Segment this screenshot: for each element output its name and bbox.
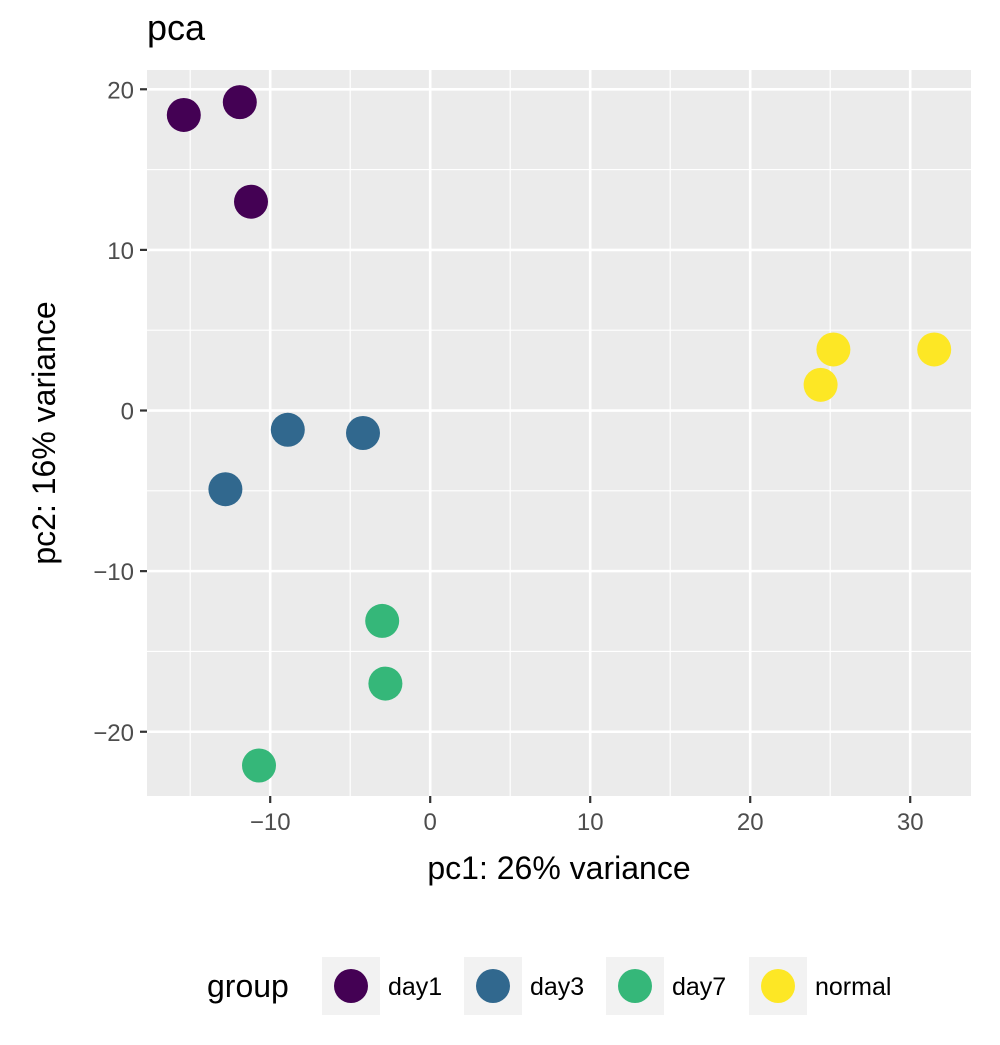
legend-label-normal: normal <box>815 973 891 1001</box>
x-tick-label: 10 <box>577 809 604 836</box>
legend: group day1 day3 day7 normal <box>207 957 891 1015</box>
y-axis: −20 −10 0 10 20 <box>93 77 147 747</box>
x-axis-title: pc1: 26% variance <box>427 850 690 886</box>
y-tick-label: 0 <box>121 399 134 426</box>
major-gridlines <box>147 70 971 796</box>
x-tick-label: −10 <box>250 809 291 836</box>
legend-symbol-day1 <box>334 969 368 1003</box>
point-day3 <box>270 412 305 447</box>
y-tick-label: 20 <box>107 77 134 104</box>
point-normal <box>803 367 838 402</box>
legend-label-day3: day3 <box>530 973 584 1001</box>
point-day7 <box>368 666 403 701</box>
legend-label-day1: day1 <box>388 973 442 1001</box>
point-normal <box>816 332 851 367</box>
y-axis-title: pc2: 16% variance <box>26 301 62 564</box>
x-axis: −10 0 10 20 30 <box>250 796 924 836</box>
x-tick-label: 30 <box>897 809 924 836</box>
point-day1 <box>234 184 268 219</box>
point-day3 <box>208 472 243 507</box>
y-tick-label: −20 <box>93 720 134 747</box>
legend-symbol-day3 <box>476 969 510 1003</box>
point-day7 <box>365 603 400 638</box>
legend-symbol-normal <box>761 969 795 1003</box>
legend-symbol-day7 <box>618 969 652 1003</box>
legend-label-day7: day7 <box>672 973 726 1001</box>
point-day1 <box>166 97 201 132</box>
point-normal <box>917 332 952 367</box>
point-day1 <box>222 85 257 120</box>
x-tick-label: 0 <box>424 809 437 836</box>
point-day7 <box>242 748 276 783</box>
y-tick-label: 10 <box>107 238 134 265</box>
point-day3 <box>346 416 380 450</box>
y-tick-label: −10 <box>93 559 134 586</box>
data-points <box>166 85 952 783</box>
x-tick-label: 20 <box>737 809 764 836</box>
legend-title: group <box>207 968 289 1004</box>
chart-title: pca <box>147 7 206 48</box>
